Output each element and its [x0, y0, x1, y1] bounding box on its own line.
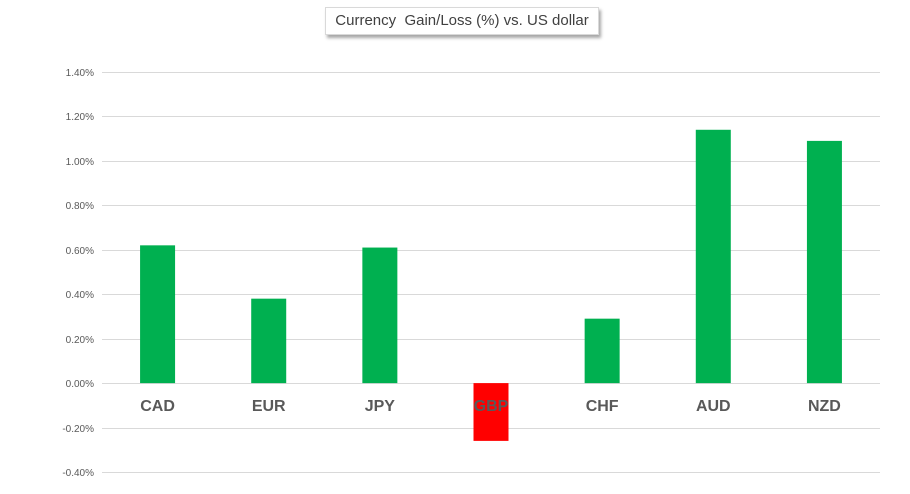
bar-jpy [362, 247, 398, 384]
chart-title: Currency Gain/Loss (%) vs. US dollar [325, 7, 599, 35]
y-tick-label: 1.00% [66, 157, 94, 168]
y-tick-label: -0.20% [62, 424, 94, 435]
category-label-nzd: NZD [808, 398, 841, 415]
bar-nzd [806, 140, 842, 384]
y-tick-label: 1.40% [66, 68, 94, 79]
category-label-gbp: GBP [474, 398, 509, 415]
bar-aud [695, 129, 731, 384]
category-label-eur: EUR [252, 398, 286, 415]
y-tick-label: 0.20% [66, 335, 94, 346]
y-axis-tick-labels: 1.40% 1.20% 1.00% 0.80% 0.60% 0.40% 0.20% 0.00%… [62, 68, 94, 479]
category-label-cad: CAD [140, 398, 175, 415]
bars [140, 129, 842, 441]
x-axis-category-labels: CAD EUR JPY GBP CHF AUD NZD [140, 398, 841, 415]
category-label-jpy: JPY [365, 398, 396, 415]
y-tick-label: 1.20% [66, 112, 94, 123]
y-tick-label: -0.40% [62, 468, 94, 479]
y-tick-label: 0.80% [66, 201, 94, 212]
bar-chf [584, 318, 620, 384]
y-tick-label: 0.40% [66, 290, 94, 301]
bar-eur [251, 298, 287, 384]
bar-gbp [473, 383, 509, 441]
category-label-chf: CHF [586, 398, 619, 415]
y-tick-label: 0.60% [66, 246, 94, 257]
bar-cad [140, 245, 176, 384]
y-tick-label: 0.00% [66, 379, 94, 390]
category-label-aud: AUD [696, 398, 731, 415]
